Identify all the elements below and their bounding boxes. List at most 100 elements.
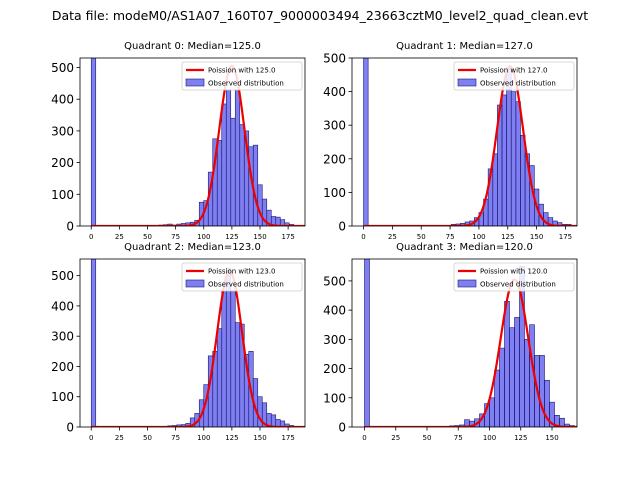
x-tick-label: 0 bbox=[89, 434, 93, 442]
poisson-fit-line bbox=[363, 65, 577, 226]
poisson-fit-line bbox=[91, 269, 305, 427]
axes-frame bbox=[351, 258, 578, 428]
legend-bar-label: Observed distribution bbox=[208, 281, 284, 289]
chart-quadrant-2: 0 25 50 75 100 125 150 175 0 100 200 300 400 500 Quadr… bbox=[51, 242, 306, 442]
histogram-bar bbox=[363, 58, 369, 226]
y-tick-label: 200 bbox=[323, 152, 346, 166]
x-tick-label: 150 bbox=[545, 434, 558, 442]
histogram-bar bbox=[252, 144, 259, 226]
chart-quadrant-1: 0 25 50 75 100 125 150 175 0 100 200 300 400 500 Quadr… bbox=[323, 41, 578, 241]
histogram-bar bbox=[216, 328, 223, 427]
histogram-bar bbox=[230, 117, 236, 226]
legend: Poission with 125.0 Observed distribution bbox=[181, 61, 303, 91]
x-tick-label: 125 bbox=[225, 434, 238, 442]
histogram-bar bbox=[221, 103, 227, 226]
plot-area bbox=[364, 259, 577, 427]
chart-title: Quadrant 2: Median=123.0 bbox=[124, 242, 261, 253]
x-tick-label: 100 bbox=[472, 233, 485, 241]
legend-bar-swatch bbox=[457, 78, 477, 87]
histogram-bar bbox=[520, 134, 526, 226]
axes-frame bbox=[79, 57, 306, 227]
x-tick-label: 75 bbox=[171, 434, 180, 442]
y-tick-label: 300 bbox=[51, 330, 74, 344]
legend-fit-label: Poission with 120.0 bbox=[480, 268, 548, 276]
x-tick-label: 125 bbox=[501, 233, 514, 241]
y-tick-label: 400 bbox=[51, 299, 74, 313]
x-tick-label: 50 bbox=[423, 434, 432, 442]
charts-container: 0 25 50 75 100 125 150 1750100200300400500Quadr… bbox=[51, 41, 578, 442]
y-tick-label: 100 bbox=[323, 391, 346, 405]
y-tick-label: 400 bbox=[323, 85, 346, 99]
y-tick-label: 300 bbox=[323, 119, 346, 133]
histogram-bar bbox=[504, 301, 510, 427]
histogram-bar bbox=[499, 347, 505, 427]
histogram-bar bbox=[225, 89, 232, 226]
histogram-bar bbox=[489, 397, 495, 427]
histogram-bar bbox=[216, 140, 223, 226]
histogram-bar bbox=[90, 58, 97, 226]
histogram-bar bbox=[514, 317, 520, 427]
legend-bar-label: Observed distribution bbox=[480, 281, 556, 289]
histogram-bar bbox=[501, 94, 507, 226]
y-tick-label: 200 bbox=[323, 362, 346, 376]
histogram-bar bbox=[90, 259, 97, 427]
legend-bar-swatch bbox=[457, 279, 477, 288]
y-tick-label: 500 bbox=[51, 61, 74, 75]
y-tick-label: 500 bbox=[323, 274, 346, 288]
histogram-bar bbox=[239, 124, 245, 226]
histogram-bar bbox=[492, 153, 498, 226]
histogram-bar bbox=[515, 101, 521, 226]
chart-title: Quadrant 1: Median=127.0 bbox=[396, 41, 533, 52]
histogram-bar bbox=[234, 89, 241, 226]
y-tick-label: 200 bbox=[51, 156, 74, 170]
poisson-fit-line bbox=[364, 278, 577, 427]
y-tick-label: 300 bbox=[323, 333, 346, 347]
histogram-bar bbox=[539, 355, 545, 427]
x-tick-label: 0 bbox=[361, 233, 365, 241]
y-tick-label: 0 bbox=[338, 220, 346, 234]
figure-title: Data file: modeM0/AS1A07_160T07_90000034… bbox=[52, 8, 588, 23]
axes-frame bbox=[79, 258, 306, 428]
y-tick-label: 500 bbox=[323, 52, 346, 66]
legend: Poission with 120.0 Observed distribution bbox=[453, 262, 575, 292]
x-tick-label: 100 bbox=[483, 434, 496, 442]
x-tick-label: 0 bbox=[89, 233, 93, 241]
x-tick-label: 25 bbox=[391, 434, 400, 442]
chart-quadrant-3: 0 25 50 75 100 125 150 0 100 200 300 400 500 Quadrant… bbox=[323, 242, 578, 442]
x-tick-label: 125 bbox=[514, 434, 527, 442]
legend-fit-label: Poission with 127.0 bbox=[480, 67, 548, 75]
legend-bar-label: Observed distribution bbox=[480, 80, 556, 88]
chart-title: Quadrant 0: Median=125.0 bbox=[124, 41, 261, 52]
histogram-bar bbox=[230, 290, 236, 427]
y-tick-label: 200 bbox=[51, 360, 74, 374]
chart-quadrant-0: 0 25 50 75 100 125 150 175 0 100 200 300 400 500 Quadr… bbox=[51, 41, 306, 241]
legend-bar-label: Observed distribution bbox=[208, 80, 284, 88]
x-tick-label: 175 bbox=[559, 233, 572, 241]
x-tick-label: 175 bbox=[281, 434, 294, 442]
plot-area bbox=[363, 58, 577, 226]
y-tick-label: 100 bbox=[51, 188, 74, 202]
histogram-bar bbox=[234, 322, 241, 427]
legend: Poission with 123.0 Observed distribution bbox=[181, 262, 303, 292]
axes-frame bbox=[351, 57, 578, 227]
x-tick-label: 50 bbox=[417, 233, 426, 241]
y-tick-label: 400 bbox=[323, 304, 346, 318]
x-tick-label: 100 bbox=[197, 434, 210, 442]
legend-fit-label: Poission with 125.0 bbox=[208, 67, 276, 75]
legend-bar-swatch bbox=[185, 78, 205, 87]
chart-title: Quadrant 3: Median=120.0 bbox=[396, 242, 533, 253]
x-tick-label: 75 bbox=[171, 233, 180, 241]
x-tick-label: 150 bbox=[253, 233, 266, 241]
histogram-bar bbox=[510, 91, 517, 226]
y-tick-label: 100 bbox=[51, 390, 74, 404]
y-tick-label: 0 bbox=[338, 421, 346, 435]
legend-bar-swatch bbox=[185, 279, 205, 288]
x-tick-label: 50 bbox=[143, 233, 152, 241]
histogram-bar bbox=[225, 267, 232, 427]
histogram-bar bbox=[270, 414, 277, 427]
histogram-bar bbox=[494, 369, 500, 427]
y-tick-label: 500 bbox=[51, 269, 74, 283]
x-tick-label: 150 bbox=[253, 434, 266, 442]
poisson-fit-line bbox=[91, 64, 305, 226]
